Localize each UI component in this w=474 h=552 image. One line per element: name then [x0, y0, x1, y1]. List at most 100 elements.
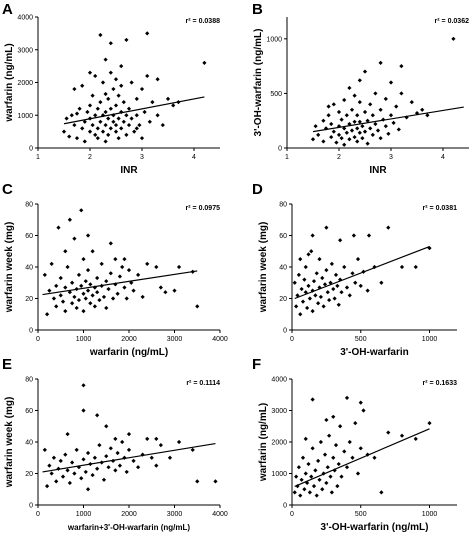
data-point: [117, 463, 122, 468]
data-point: [326, 113, 331, 118]
data-point: [213, 479, 218, 484]
data-point: [87, 129, 93, 134]
data-point: [145, 31, 150, 36]
data-point: [355, 113, 360, 118]
data-point: [317, 477, 322, 482]
data-point: [399, 91, 404, 96]
data-point: [101, 294, 107, 300]
data-point: [331, 102, 336, 107]
data-point: [60, 299, 66, 304]
trend-line: [312, 106, 464, 133]
data-point: [116, 136, 121, 141]
data-point: [306, 252, 311, 257]
data-point: [378, 136, 383, 141]
data-point: [129, 116, 134, 121]
data-point: [95, 413, 100, 418]
data-point: [119, 64, 124, 69]
data-point: [399, 433, 405, 438]
x-tick-label: 2000: [121, 511, 137, 518]
data-point: [104, 305, 109, 311]
y-axis-label: 3'-OH-warfarin (ng/mL): [253, 29, 264, 137]
data-point: [93, 113, 98, 118]
trend-line: [63, 96, 205, 125]
data-point: [195, 304, 200, 309]
data-point: [64, 116, 69, 121]
data-point: [292, 490, 297, 495]
data-point: [311, 484, 317, 489]
data-point: [394, 104, 399, 109]
data-point: [72, 471, 77, 476]
data-point: [79, 283, 84, 288]
panel-a: A 0 1000 2000 3000 4000 1 2 3 4 r² = 0.0388 INR warf…: [2, 1, 220, 176]
data-point: [386, 430, 391, 435]
data-point: [108, 106, 113, 111]
y-axis-label: warfarin week (mg): [4, 397, 15, 489]
data-point: [100, 129, 106, 134]
data-point: [154, 264, 159, 270]
data-point: [98, 100, 103, 105]
data-point: [82, 119, 87, 124]
data-point: [316, 132, 321, 137]
data-point: [451, 36, 456, 41]
x-axis-label: warfarin (ng/mL): [89, 347, 168, 358]
y-tick-label: 60: [25, 408, 33, 415]
data-point: [158, 285, 163, 290]
data-point: [316, 458, 321, 463]
data-point: [124, 132, 129, 137]
x-tick-label: 3000: [167, 511, 183, 518]
data-point: [85, 233, 91, 238]
data-point: [317, 257, 322, 262]
data-point: [122, 285, 127, 290]
data-point: [339, 136, 344, 141]
data-point: [93, 73, 98, 79]
data-point: [314, 271, 319, 276]
data-point: [399, 264, 405, 270]
data-point: [124, 37, 129, 43]
data-point: [324, 268, 329, 273]
data-point: [310, 397, 315, 402]
data-point: [388, 113, 394, 118]
data-point: [111, 119, 116, 124]
y-tick-label: 0: [29, 146, 33, 153]
data-point: [100, 80, 106, 85]
x-tick-label: 2: [88, 154, 92, 161]
data-point: [298, 493, 303, 498]
data-point: [320, 487, 325, 492]
y-tick-label: 1000: [17, 113, 33, 120]
y-tick-label: 80: [25, 202, 33, 209]
data-point: [368, 126, 373, 131]
data-point: [136, 272, 141, 277]
data-point: [355, 471, 361, 476]
data-point: [101, 477, 107, 482]
data-point: [104, 279, 109, 284]
data-point: [70, 280, 75, 285]
data-point: [95, 126, 100, 131]
data-point: [147, 119, 152, 124]
data-point: [65, 432, 70, 437]
data-point: [303, 264, 308, 270]
data-point: [95, 466, 100, 471]
data-point: [121, 119, 126, 124]
data-point: [325, 290, 330, 295]
y-tick-label: 60: [279, 233, 287, 240]
data-point: [313, 124, 318, 129]
data-point: [134, 113, 139, 118]
data-point: [72, 122, 77, 128]
data-point: [126, 447, 132, 452]
y-tick-label: 0: [278, 146, 282, 153]
data-point: [336, 109, 342, 115]
data-point: [87, 103, 93, 108]
data-point: [386, 225, 391, 230]
trend-line: [294, 245, 430, 300]
data-point: [298, 257, 303, 262]
data-point: [318, 439, 323, 445]
data-point: [42, 447, 47, 452]
data-point: [404, 115, 409, 120]
panel-letter: D: [252, 181, 263, 198]
data-point: [329, 134, 334, 140]
y-tick-label: 40: [25, 265, 33, 272]
data-point: [316, 301, 321, 306]
data-point: [362, 69, 368, 74]
data-point: [117, 274, 122, 279]
